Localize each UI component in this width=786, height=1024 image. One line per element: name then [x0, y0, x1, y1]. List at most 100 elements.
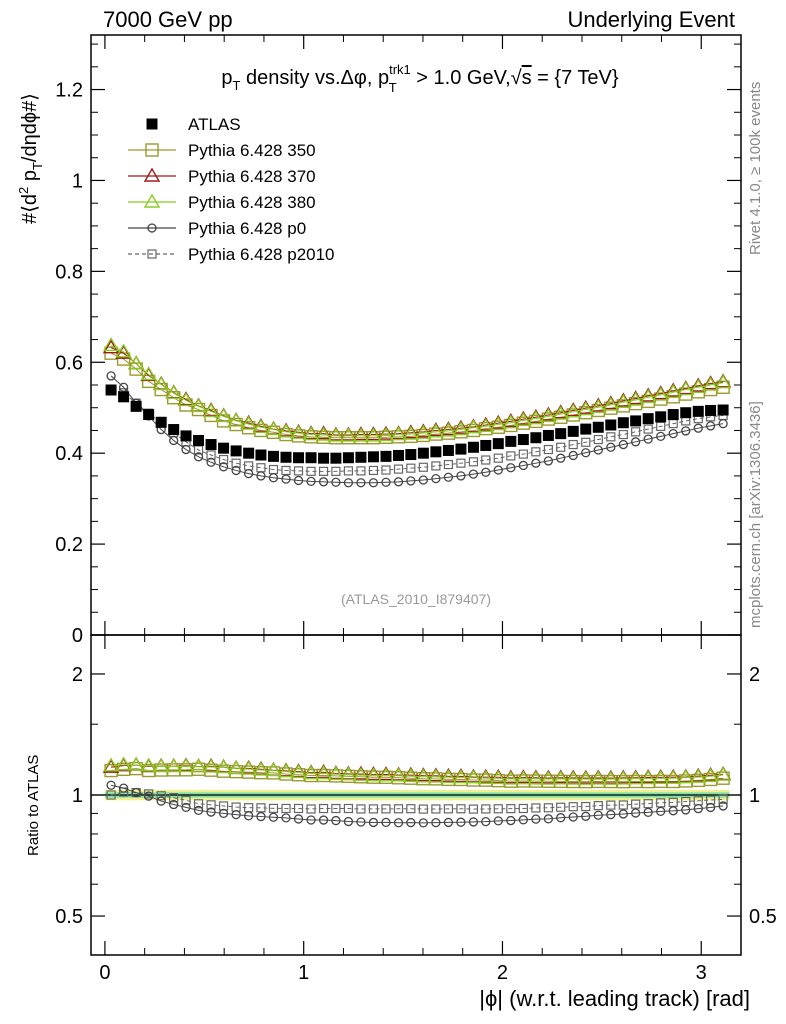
point-pythia-6-428-380: [590, 398, 607, 413]
point-pythia-6-428-p0: [356, 478, 366, 488]
ratio-point-pythia-6-428-p0: [581, 811, 591, 821]
ratio-point-pythia-6-428-p0: [418, 818, 429, 828]
ratio-point-pythia-6-428-380: [327, 765, 345, 780]
point-pythia-6-428-380: [365, 427, 382, 442]
ratio-point-pythia-6-428-p0: [281, 813, 291, 823]
point-pythia-6-428-p0: [693, 423, 703, 433]
legend-marker-atlas: [146, 118, 158, 130]
ratio-ytick-label-right: 1: [749, 785, 760, 807]
ratio-point-pythia-6-428-p0: [443, 817, 454, 828]
point-pythia-6-428-380: [565, 403, 582, 418]
ratio-ylabel: Ratio to ATLAS: [25, 755, 42, 856]
point-pythia-6-428-380: [440, 422, 457, 437]
point-atlas: [180, 430, 192, 442]
xtick-label: 3: [696, 962, 707, 984]
point-pythia-6-428-380: [377, 427, 395, 442]
ratio-point-pythia-6-428-p0: [231, 809, 241, 820]
point-pythia-6-428-380: [415, 424, 432, 439]
point-pythia-6-428-p0: [593, 445, 603, 455]
legend-label-pythia-6-428-350: Pythia 6.428 350: [188, 141, 316, 160]
ratio-ytick-label-right: 2: [749, 664, 760, 686]
point-atlas: [330, 452, 342, 464]
point-pythia-6-428-380: [115, 343, 132, 358]
point-pythia-6-428-p0: [193, 452, 204, 462]
point-atlas: [367, 451, 379, 463]
legend-marker-pythia-6-428-p2010: [147, 249, 157, 259]
point-pythia-6-428-p2010: [493, 453, 503, 463]
ratio-point-pythia-6-428-380: [702, 767, 719, 782]
point-atlas: [243, 447, 255, 459]
ratio-point-pythia-6-428-p2010: [506, 804, 516, 814]
ratio-line-pythia-6-428-p0: [110, 784, 724, 824]
main-ytick-label: 0.2: [55, 534, 83, 556]
point-pythia-6-428-380: [215, 407, 232, 423]
ratio-ytick-label: 1: [72, 785, 83, 807]
point-pythia-6-428-p2010: [543, 444, 553, 455]
point-pythia-6-428-p0: [556, 453, 566, 463]
ratio-point-pythia-6-428-p0: [593, 810, 603, 820]
ratio-point-pythia-6-428-380: [452, 769, 470, 784]
ratio-point-pythia-6-428-380: [177, 757, 195, 773]
point-pythia-6-428-380: [477, 417, 494, 433]
point-pythia-6-428-p0: [531, 458, 541, 468]
ratio-point-pythia-6-428-p0: [543, 814, 554, 824]
ratio-point-pythia-6-428-p0: [268, 812, 279, 822]
ratio-point-pythia-6-428-p2010: [493, 804, 503, 814]
point-atlas: [680, 407, 692, 419]
legend-label-atlas: ATLAS: [188, 115, 241, 134]
ratio-line-pythia-6-428-370: [111, 764, 724, 779]
ratio-point-pythia-6-428-p0: [169, 799, 179, 810]
point-pythia-6-428-p0: [106, 371, 116, 381]
point-pythia-6-428-p0: [381, 477, 391, 487]
point-pythia-6-428-p2010: [381, 465, 391, 475]
ratio-point-pythia-6-428-p0: [118, 783, 129, 793]
point-pythia-6-428-380: [490, 416, 507, 431]
header-right: Underlying Event: [567, 7, 735, 32]
ratio-point-pythia-6-428-p0: [368, 817, 379, 828]
header-left: 7000 GeV pp: [103, 7, 233, 32]
point-pythia-6-428-p0: [393, 477, 404, 487]
ratio-point-pythia-6-428-p2010: [418, 804, 428, 814]
point-atlas: [555, 428, 567, 440]
ratio-point-pythia-6-428-380: [552, 770, 569, 785]
point-atlas: [642, 413, 654, 425]
point-pythia-6-428-p2010: [556, 442, 566, 452]
point-atlas: [130, 400, 142, 412]
ratio-point-pythia-6-428-p2010: [618, 800, 628, 810]
point-pythia-6-428-p0: [318, 477, 329, 487]
point-atlas: [118, 391, 130, 403]
ratio-point-pythia-6-428-p0: [506, 815, 516, 826]
ratio-point-pythia-6-428-380: [477, 769, 494, 784]
point-atlas: [592, 421, 604, 433]
point-pythia-6-428-p0: [218, 462, 229, 472]
point-atlas: [505, 435, 517, 447]
ratio-point-pythia-6-428-p0: [356, 817, 366, 827]
ratio-ytick-label-right: 0.5: [749, 906, 777, 928]
point-pythia-6-428-p0: [169, 435, 179, 446]
ratio-point-pythia-6-428-380: [465, 769, 482, 784]
analysis-watermark: (ATLAS_2010_I879407): [341, 591, 491, 607]
point-pythia-6-428-p2010: [393, 464, 404, 474]
point-atlas: [318, 452, 330, 464]
point-pythia-6-428-380: [127, 355, 145, 370]
point-pythia-6-428-p0: [630, 437, 641, 447]
point-atlas: [605, 419, 617, 431]
point-atlas: [405, 449, 417, 461]
ratio-point-pythia-6-428-p0: [618, 809, 628, 819]
ratio-point-pythia-6-428-p0: [668, 806, 678, 816]
point-pythia-6-428-p0: [718, 418, 728, 429]
ratio-point-pythia-6-428-p0: [131, 787, 141, 798]
ratio-point-pythia-6-428-p2010: [606, 800, 616, 810]
ratio-point-pythia-6-428-380: [402, 767, 420, 782]
ratio-point-pythia-6-428-p2010: [331, 803, 341, 814]
xtick-label: 1: [298, 962, 309, 984]
point-pythia-6-428-380: [527, 410, 545, 425]
ratio-point-pythia-6-428-p2010: [343, 803, 354, 814]
ratio-point-pythia-6-428-p2010: [106, 790, 116, 800]
point-pythia-6-428-p2010: [218, 454, 229, 465]
point-pythia-6-428-380: [615, 393, 632, 408]
point-pythia-6-428-380: [552, 405, 569, 420]
ratio-point-pythia-6-428-380: [602, 770, 620, 785]
ratio-point-pythia-6-428-380: [352, 766, 370, 781]
point-pythia-6-428-380: [702, 376, 719, 391]
